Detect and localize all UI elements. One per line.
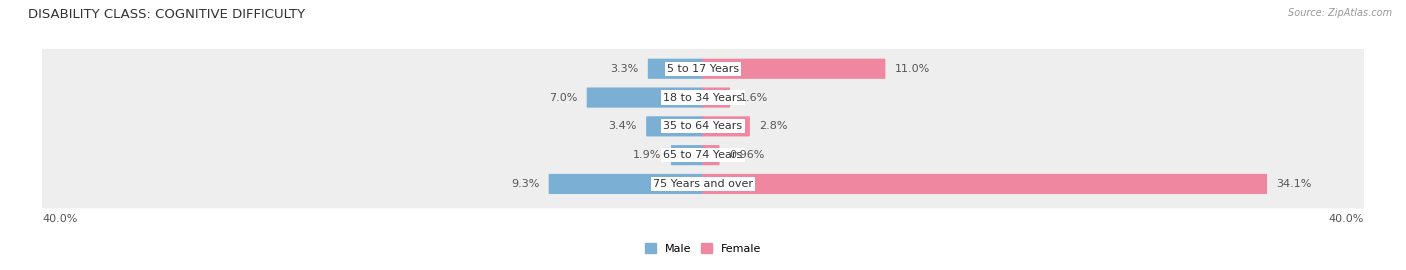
FancyBboxPatch shape (703, 87, 730, 108)
Text: 3.4%: 3.4% (609, 121, 637, 131)
Text: 18 to 34 Years: 18 to 34 Years (664, 93, 742, 103)
FancyBboxPatch shape (703, 174, 1267, 194)
Text: 11.0%: 11.0% (894, 64, 929, 74)
Text: 7.0%: 7.0% (550, 93, 578, 103)
Text: 2.8%: 2.8% (759, 121, 787, 131)
FancyBboxPatch shape (41, 131, 1365, 180)
Text: 1.6%: 1.6% (740, 93, 768, 103)
Text: 5 to 17 Years: 5 to 17 Years (666, 64, 740, 74)
FancyBboxPatch shape (671, 145, 703, 165)
FancyBboxPatch shape (41, 160, 1365, 208)
Text: 40.0%: 40.0% (42, 214, 77, 224)
Text: Source: ZipAtlas.com: Source: ZipAtlas.com (1288, 8, 1392, 18)
FancyBboxPatch shape (703, 59, 886, 79)
FancyBboxPatch shape (586, 87, 703, 108)
FancyBboxPatch shape (41, 73, 1365, 122)
Text: DISABILITY CLASS: COGNITIVE DIFFICULTY: DISABILITY CLASS: COGNITIVE DIFFICULTY (28, 8, 305, 21)
Text: 75 Years and over: 75 Years and over (652, 179, 754, 189)
Text: 35 to 64 Years: 35 to 64 Years (664, 121, 742, 131)
FancyBboxPatch shape (548, 174, 703, 194)
Text: 65 to 74 Years: 65 to 74 Years (664, 150, 742, 160)
FancyBboxPatch shape (703, 116, 749, 136)
FancyBboxPatch shape (703, 145, 720, 165)
Text: 1.9%: 1.9% (633, 150, 662, 160)
Text: 0.96%: 0.96% (728, 150, 763, 160)
Text: 40.0%: 40.0% (1329, 214, 1364, 224)
Text: 9.3%: 9.3% (510, 179, 540, 189)
FancyBboxPatch shape (41, 44, 1365, 93)
Legend: Male, Female: Male, Female (645, 243, 761, 254)
FancyBboxPatch shape (648, 59, 703, 79)
FancyBboxPatch shape (647, 116, 703, 136)
Text: 34.1%: 34.1% (1277, 179, 1312, 189)
FancyBboxPatch shape (41, 102, 1365, 151)
Text: 3.3%: 3.3% (610, 64, 638, 74)
